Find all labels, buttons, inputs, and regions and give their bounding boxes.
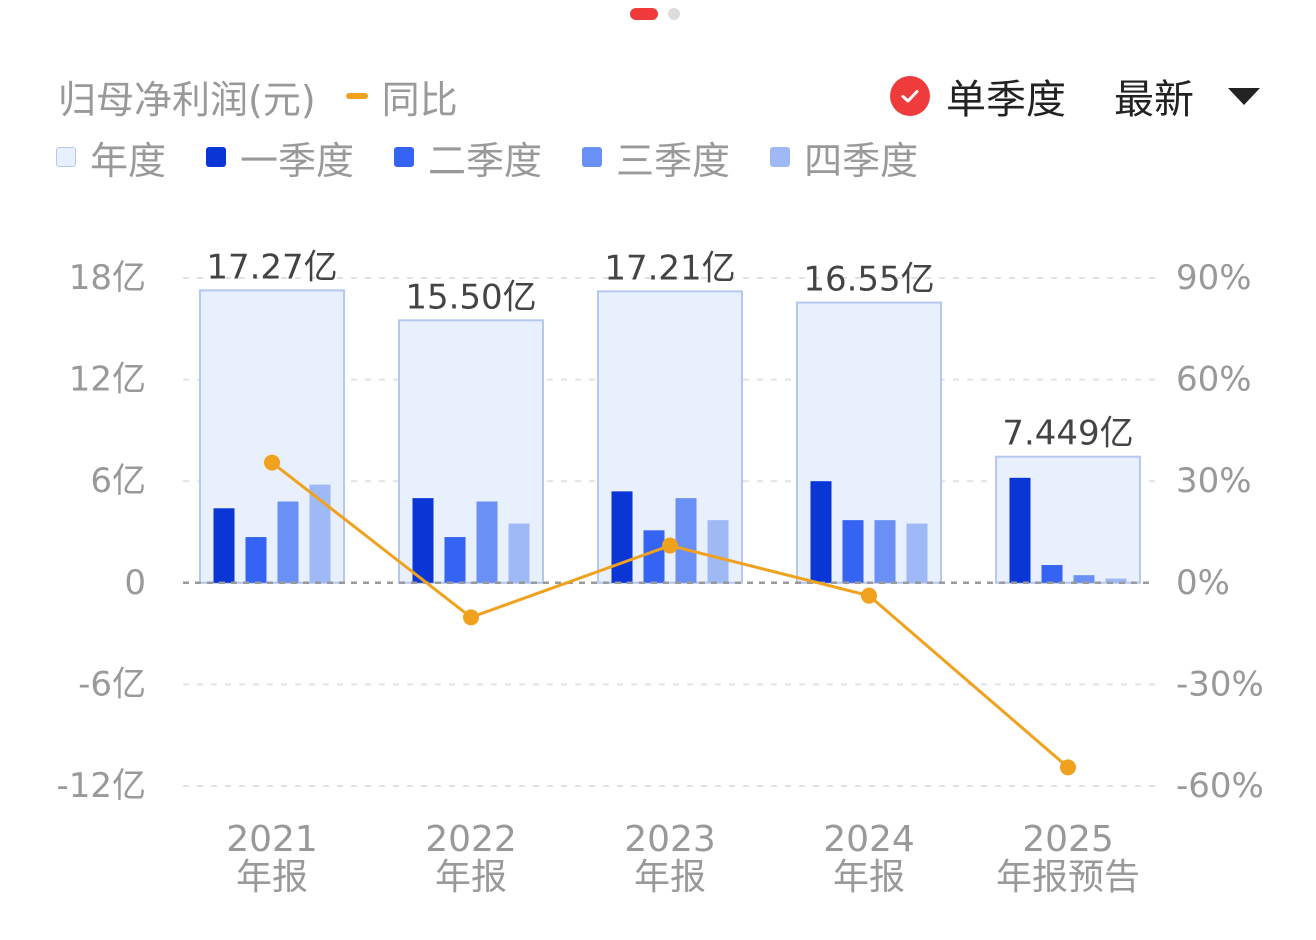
- legend-swatch-q4: [770, 147, 791, 167]
- y-left-tick-label: -6亿: [78, 664, 146, 704]
- quarter-bar: [906, 523, 928, 583]
- quarter-bar: [1041, 565, 1063, 583]
- quarter-bar: [277, 501, 299, 583]
- legend-label: 年度: [90, 138, 167, 183]
- quarter-bar: [643, 530, 665, 583]
- x-tick-label: 2025: [1022, 819, 1114, 860]
- quarter-bar: [412, 498, 434, 583]
- metric-label: 归母净利润(元): [58, 77, 316, 122]
- chevron-down-icon[interactable]: [1228, 87, 1260, 105]
- legend-label: 三季度: [616, 138, 731, 183]
- legend: 年度 一季度 二季度 三季度 四季度: [56, 130, 918, 185]
- page-indicator[interactable]: [630, 8, 680, 20]
- annual-data-label: 16.55亿: [803, 260, 934, 300]
- x-tick-label: 年报: [833, 857, 905, 898]
- annual-data-label: 15.50亿: [405, 277, 536, 317]
- y-left-tick-label: 0: [124, 563, 146, 603]
- quarter-bar: [309, 484, 331, 583]
- legend-item-q3[interactable]: 三季度: [582, 130, 730, 185]
- legend-swatch-q3: [582, 147, 603, 167]
- y-left-tick-label: -12亿: [56, 766, 146, 806]
- x-tick-label: 年报预告: [996, 857, 1140, 898]
- quarter-bar: [611, 491, 633, 583]
- y-right-tick-label: 90%: [1176, 258, 1252, 298]
- yoy-point: [662, 537, 678, 554]
- quarter-bar: [1009, 477, 1031, 583]
- quarter-bar: [842, 520, 864, 583]
- legend-swatch-q2: [394, 147, 415, 167]
- yoy-point: [264, 454, 280, 471]
- quarter-bar: [675, 498, 697, 583]
- legend-label: 二季度: [428, 138, 543, 183]
- x-tick-label: 年报: [236, 857, 308, 898]
- legend-label: 四季度: [804, 138, 919, 183]
- x-tick-label: 2024: [823, 819, 915, 860]
- x-tick-label: 年报: [435, 857, 507, 898]
- legend-item-q4[interactable]: 四季度: [770, 130, 918, 185]
- chart-header: 归母净利润(元) 同比: [58, 68, 458, 124]
- yoy-point: [861, 587, 877, 604]
- quarter-bar: [707, 520, 729, 583]
- page-dot[interactable]: [668, 8, 680, 20]
- yoy-legend-swatch: [345, 93, 368, 99]
- sort-dropdown[interactable]: 最新: [1114, 77, 1194, 123]
- legend-label: 一季度: [240, 138, 355, 183]
- yoy-point: [1060, 759, 1076, 776]
- quarter-bar: [874, 520, 896, 583]
- chart-controls: 单季度 最新: [890, 68, 1260, 124]
- yoy-point: [463, 609, 479, 626]
- single-quarter-toggle[interactable]: 单季度: [946, 77, 1066, 123]
- quarter-bar: [476, 501, 498, 583]
- y-left-tick-label: 18亿: [69, 258, 146, 298]
- legend-swatch-annual: [56, 147, 76, 167]
- y-right-tick-label: -30%: [1176, 664, 1264, 704]
- y-right-tick-label: 30%: [1176, 461, 1252, 501]
- quarter-bar: [1105, 578, 1127, 583]
- quarter-bar: [810, 481, 832, 583]
- legend-item-q1[interactable]: 一季度: [206, 130, 354, 185]
- yoy-legend-label: 同比: [381, 77, 458, 122]
- quarter-bar: [444, 537, 466, 583]
- y-right-tick-label: 60%: [1176, 360, 1252, 400]
- quarter-bar: [508, 523, 530, 583]
- y-left-tick-label: 6亿: [90, 461, 146, 501]
- page-dot-active[interactable]: [630, 8, 658, 20]
- annual-data-label: 17.21亿: [604, 248, 735, 288]
- annual-data-label: 7.449亿: [1002, 414, 1133, 454]
- y-right-tick-label: -60%: [1176, 766, 1264, 806]
- x-tick-label: 2022: [425, 819, 517, 860]
- y-right-tick-label: 0%: [1176, 563, 1230, 603]
- x-tick-label: 2021: [226, 819, 318, 860]
- checkmark-icon[interactable]: [890, 76, 930, 116]
- quarter-bar: [213, 508, 235, 583]
- x-tick-label: 年报: [634, 857, 706, 898]
- legend-item-annual[interactable]: 年度: [56, 130, 166, 185]
- legend-item-q2[interactable]: 二季度: [394, 130, 542, 185]
- quarter-bar: [1073, 575, 1095, 583]
- quarter-bar: [245, 537, 267, 583]
- x-tick-label: 2023: [624, 819, 716, 860]
- yoy-legend: 同比: [345, 69, 458, 124]
- y-left-tick-label: 12亿: [69, 360, 146, 400]
- legend-swatch-q1: [206, 147, 227, 167]
- annual-data-label: 17.27亿: [206, 247, 337, 287]
